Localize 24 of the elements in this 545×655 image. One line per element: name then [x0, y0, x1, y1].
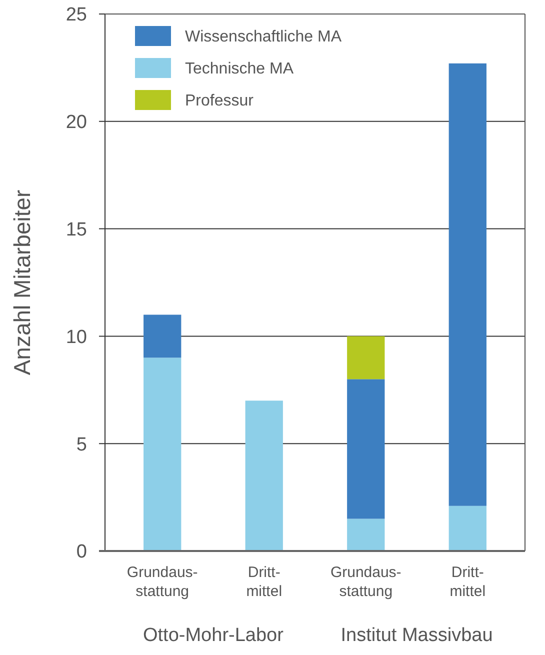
bar — [245, 400, 283, 551]
y-tick-label: 15 — [66, 219, 87, 240]
bar — [347, 518, 385, 551]
y-axis-title: Anzahl Mitarbeiter — [9, 189, 35, 376]
x-tick-label: Grundaus- stattung — [330, 564, 402, 600]
y-tick-label: 25 — [66, 4, 87, 26]
bar — [144, 358, 182, 551]
x-tick-label: Dritt- mittel — [450, 564, 486, 600]
text: Institut Massivbau — [340, 625, 493, 646]
legend-label: Technische MA — [185, 60, 294, 78]
legend-label: Wissenschaftliche MA — [185, 28, 342, 46]
bar — [448, 63, 486, 506]
bar — [347, 336, 385, 380]
legend-label: Professur — [185, 92, 254, 110]
y-tick-label: 5 — [76, 434, 87, 456]
text: Otto-Mohr-Labor — [143, 625, 284, 646]
y-tick-label: 20 — [66, 112, 87, 134]
x-tick-label: Dritt- mittel — [246, 564, 282, 600]
y-tick-label: 10 — [66, 326, 87, 348]
bar — [448, 506, 486, 551]
bar — [347, 379, 385, 519]
y-tick-label: 0 — [76, 542, 87, 563]
x-tick-label: Grundaus- stattung — [126, 564, 198, 600]
bar — [144, 314, 182, 358]
